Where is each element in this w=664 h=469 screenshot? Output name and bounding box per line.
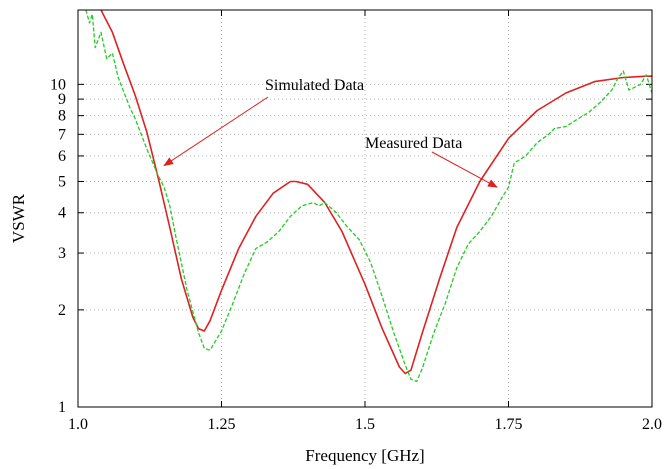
annotation-arrow <box>163 96 269 167</box>
y-tick-label: 8 <box>58 108 66 125</box>
y-tick-label: 10 <box>50 76 66 93</box>
y-axis-label: VSWR <box>9 193 28 243</box>
y-tick-label: 4 <box>58 205 66 222</box>
annotations: Simulated Data Measured Data <box>163 77 498 188</box>
measured-data-annotation: Measured Data <box>365 135 462 152</box>
y-tick-label: 3 <box>58 245 66 262</box>
y-tick-label: 6 <box>58 148 66 165</box>
x-tick-label: 2.0 <box>642 416 662 433</box>
y-tick-label: 2 <box>58 302 66 319</box>
x-axis-label: Frequency [GHz] <box>305 446 424 465</box>
plot-frame <box>77 9 653 408</box>
series-layer <box>78 10 652 383</box>
x-tick-label: 1.25 <box>208 416 236 433</box>
simulated-data-annotation: Simulated Data <box>265 77 364 94</box>
y-tick-label: 9 <box>58 91 66 108</box>
y-tick-label: 1 <box>58 399 66 416</box>
annotation-arrow <box>431 151 498 188</box>
x-tick-label: 1.5 <box>355 416 375 433</box>
y-tick-label: 5 <box>58 173 66 190</box>
x-tick-label: 1.75 <box>495 416 523 433</box>
measured-data-line <box>78 10 652 383</box>
simulated-data-line <box>100 10 652 375</box>
x-tick-label: 1.0 <box>68 416 88 433</box>
axis-ticks <box>77 10 653 408</box>
y-tick-label: 7 <box>58 126 66 143</box>
grid <box>78 10 652 407</box>
